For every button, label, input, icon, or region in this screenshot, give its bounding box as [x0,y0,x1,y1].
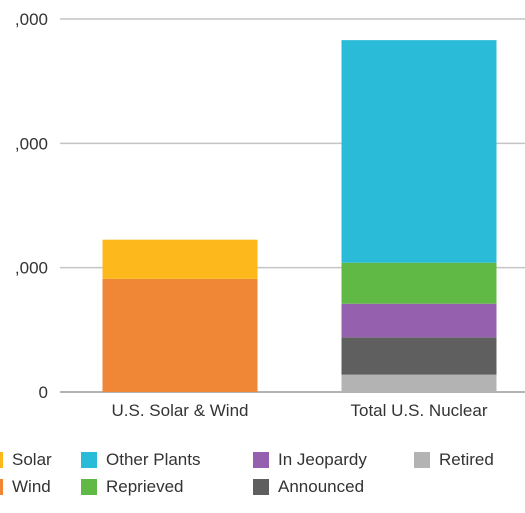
legend-item-solar: Solar [0,450,52,470]
y-tick-label-20000: ,000 [15,259,48,278]
legend-label-reprieved: Reprieved [106,477,184,496]
legend-swatch-reprieved [81,479,97,495]
bar-segment-total-u-s-nuclear-reprieved [341,262,497,304]
legend-label-retired: Retired [439,450,494,469]
x-tick-label-u-s-solar-and-wind: U.S. Solar & Wind [112,401,249,420]
legend-swatch-announced [253,479,269,495]
bar-segment-u-s-solar-and-wind-wind [102,278,258,392]
legend-label-announced: Announced [278,477,365,496]
legend-item-announced: Announced [253,477,364,497]
legend-swatch-wind [0,479,3,495]
y-tick-label-0: 0 [39,383,48,402]
bar-segment-total-u-s-nuclear-retired [341,374,497,392]
legend-label-other-plants: Other Plants [106,450,201,469]
bar-segment-total-u-s-nuclear-other-plants [341,40,497,263]
legend-label-wind: Wind [12,477,51,496]
y-tick-label-60000: ,000 [15,10,48,29]
legend-swatch-other-plants [81,452,97,468]
bar-segment-total-u-s-nuclear-announced [341,337,497,375]
bar-segment-total-u-s-nuclear-in-jeopardy [341,303,497,338]
legend-item-retired: Retired [414,450,494,470]
legend-swatch-retired [414,452,430,468]
legend-item-other-plants: Other Plants [81,450,201,470]
legend-item-wind: Wind [0,477,51,497]
legend-label-solar: Solar [12,450,52,469]
y-tick-label-40000: ,000 [15,134,48,153]
legend-item-in-jeopardy: In Jeopardy [253,450,367,470]
legend-item-reprieved: Reprieved [81,477,184,497]
x-tick-label-total-u-s-nuclear: Total U.S. Nuclear [351,401,488,420]
bar-segment-u-s-solar-and-wind-solar [102,239,258,279]
legend-label-in-jeopardy: In Jeopardy [278,450,367,469]
legend-swatch-solar [0,452,3,468]
legend-swatch-in-jeopardy [253,452,269,468]
